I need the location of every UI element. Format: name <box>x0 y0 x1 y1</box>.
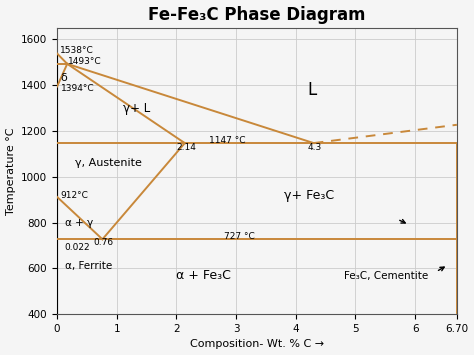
Text: 912°C: 912°C <box>61 191 89 200</box>
Text: γ+ L: γ+ L <box>123 102 150 115</box>
Text: L: L <box>308 81 317 99</box>
Text: 1147 °C: 1147 °C <box>209 136 246 144</box>
Text: γ, Austenite: γ, Austenite <box>75 158 142 168</box>
Title: Fe-Fe₃C Phase Diagram: Fe-Fe₃C Phase Diagram <box>148 6 366 23</box>
Text: 0.022: 0.022 <box>65 242 91 252</box>
X-axis label: Composition- Wt. % C →: Composition- Wt. % C → <box>190 339 324 349</box>
Text: 1493°C: 1493°C <box>68 56 102 66</box>
Text: δ: δ <box>61 73 67 83</box>
Text: 4.3: 4.3 <box>308 143 322 152</box>
Text: Fe₃C, Cementite: Fe₃C, Cementite <box>344 271 428 282</box>
Text: 1538°C: 1538°C <box>59 46 93 55</box>
Text: α + Fe₃C: α + Fe₃C <box>176 269 231 282</box>
Y-axis label: Temperature °C: Temperature °C <box>6 127 16 215</box>
Text: γ+ Fe₃C: γ+ Fe₃C <box>284 189 334 202</box>
Text: α + γ: α + γ <box>65 218 94 228</box>
Text: 1394°C: 1394°C <box>61 84 94 93</box>
Text: 0.76: 0.76 <box>93 237 113 246</box>
Text: 2.14: 2.14 <box>176 143 196 152</box>
Text: α, Ferrite: α, Ferrite <box>65 261 112 271</box>
Text: 727 °C: 727 °C <box>224 232 255 241</box>
